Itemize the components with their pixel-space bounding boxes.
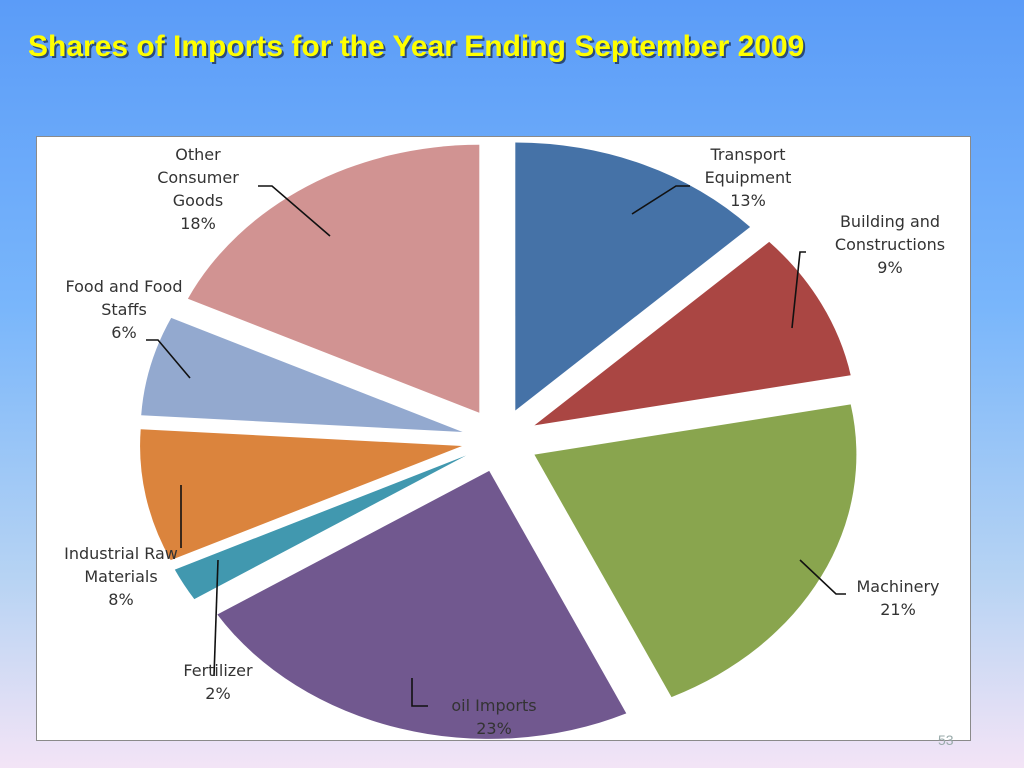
pie-slice-building-and-constructions bbox=[534, 241, 851, 426]
leader-line-food-and-food-staffs bbox=[146, 339, 191, 379]
leader-line-other-consumer-goods bbox=[258, 185, 331, 237]
slice-name-building-and-constructions: Constructions bbox=[835, 235, 945, 254]
slice-percent-machinery: 21% bbox=[880, 600, 916, 619]
slice-percent-transport-equipment: 13% bbox=[730, 191, 766, 210]
pie-slice-other-consumer-goods bbox=[187, 144, 480, 413]
slice-name-building-and-constructions: Building and bbox=[840, 212, 940, 231]
slice-label-other-consumer-goods: Other Consumer Goods 18% bbox=[157, 145, 239, 233]
slice-percent-fertilizer: 2% bbox=[205, 684, 230, 703]
leader-line-fertilizer bbox=[213, 559, 219, 677]
leader-line-building-and-constructions bbox=[791, 251, 806, 329]
page-number: 53 bbox=[938, 732, 954, 748]
pie-slice-machinery bbox=[534, 404, 857, 698]
slice-label-food-and-food-staffs: Food and Food Staffs 6% bbox=[65, 277, 182, 342]
pie-slice-transport-equipment bbox=[515, 142, 751, 411]
leader-line-machinery bbox=[799, 559, 846, 595]
leader-line-transport-equipment bbox=[631, 185, 690, 215]
slice-percent-other-consumer-goods: 18% bbox=[180, 214, 216, 233]
slice-name-industrial-raw-materials: Industrial Raw bbox=[64, 544, 178, 563]
pie-slice-food-and-food-staffs bbox=[141, 317, 463, 432]
slice-name-oil-imports: oil Imports bbox=[451, 696, 536, 715]
leader-line-oil-imports bbox=[411, 678, 428, 707]
slice-name-food-and-food-staffs: Staffs bbox=[101, 300, 147, 319]
slice-name-transport-equipment: Transport bbox=[709, 145, 785, 164]
slice-name-machinery: Machinery bbox=[856, 577, 939, 596]
slide-title: Shares of Imports for the Year Ending Se… bbox=[28, 30, 805, 63]
slice-name-other-consumer-goods: Other bbox=[175, 145, 221, 164]
slice-name-transport-equipment: Equipment bbox=[705, 168, 792, 187]
pie-slice-industrial-raw-materials bbox=[140, 429, 462, 561]
slice-label-machinery: Machinery 21% bbox=[856, 577, 939, 619]
slice-label-building-and-constructions: Building and Constructions 9% bbox=[835, 212, 945, 277]
slice-name-industrial-raw-materials: Materials bbox=[84, 567, 157, 586]
slice-percent-food-and-food-staffs: 6% bbox=[111, 323, 136, 342]
slice-name-other-consumer-goods: Goods bbox=[173, 191, 223, 210]
slice-percent-oil-imports: 23% bbox=[476, 719, 512, 738]
pie-slice-fertilizer bbox=[174, 455, 467, 600]
slice-label-fertilizer: Fertilizer 2% bbox=[183, 661, 253, 703]
slice-label-oil-imports: oil Imports 23% bbox=[451, 696, 536, 738]
slice-percent-building-and-constructions: 9% bbox=[877, 258, 902, 277]
slice-percent-industrial-raw-materials: 8% bbox=[108, 590, 133, 609]
slice-label-industrial-raw-materials: Industrial Raw Materials 8% bbox=[64, 544, 178, 609]
pie-slice-oil-imports bbox=[217, 470, 627, 739]
slice-name-fertilizer: Fertilizer bbox=[183, 661, 253, 680]
slice-label-transport-equipment: Transport Equipment 13% bbox=[705, 145, 792, 210]
slice-name-other-consumer-goods: Consumer bbox=[157, 168, 239, 187]
slice-name-food-and-food-staffs: Food and Food bbox=[65, 277, 182, 296]
